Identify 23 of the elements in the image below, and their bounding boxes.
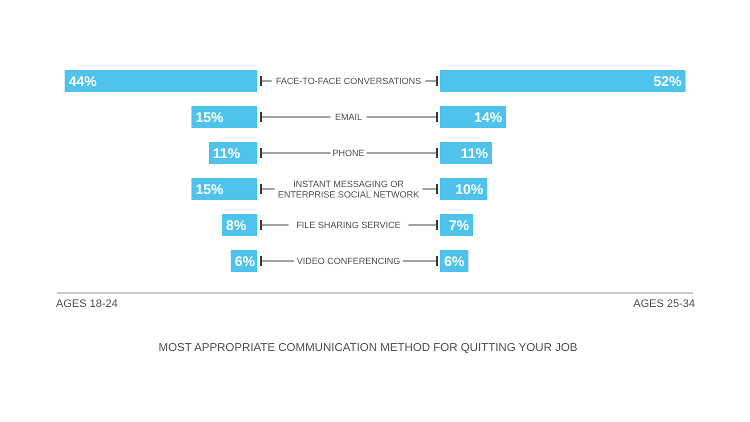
data-label: 52% bbox=[654, 72, 682, 89]
y-tick-label: FILE SHARING SERVICE bbox=[296, 220, 401, 230]
data-label: 11% bbox=[460, 144, 488, 161]
data-label: 44% bbox=[68, 72, 98, 89]
x-axis-title: AGES 25-34 bbox=[633, 298, 695, 310]
data-label: 15% bbox=[195, 180, 224, 197]
y-tick-label: INSTANT MESSAGING OR ENTERPRISE SOCIAL NETWORK bbox=[278, 178, 420, 200]
bar bbox=[440, 70, 686, 92]
data-label: 8% bbox=[226, 216, 247, 233]
data-label: 15% bbox=[195, 108, 224, 125]
data-label: 10% bbox=[455, 180, 484, 197]
data-label: 6% bbox=[444, 252, 465, 269]
y-tick-label: PHONE bbox=[332, 148, 365, 158]
data-label: 6% bbox=[234, 252, 256, 269]
x-axis-title: AGES 18-24 bbox=[56, 298, 118, 310]
data-label: 11% bbox=[212, 144, 241, 161]
text: MOST APPROPRIATE COMMUNICATION METHOD FOR QUITTING YOUR JOB bbox=[158, 342, 578, 354]
y-tick-label: FACE-TO-FACE CONVERSATIONS bbox=[276, 76, 422, 86]
bar bbox=[64, 70, 257, 92]
data-label: 14% bbox=[474, 108, 503, 125]
data-label: 7% bbox=[448, 216, 470, 233]
y-tick-label: VIDEO CONFERENCING bbox=[296, 256, 400, 266]
y-tick-label: EMAIL bbox=[334, 112, 362, 122]
